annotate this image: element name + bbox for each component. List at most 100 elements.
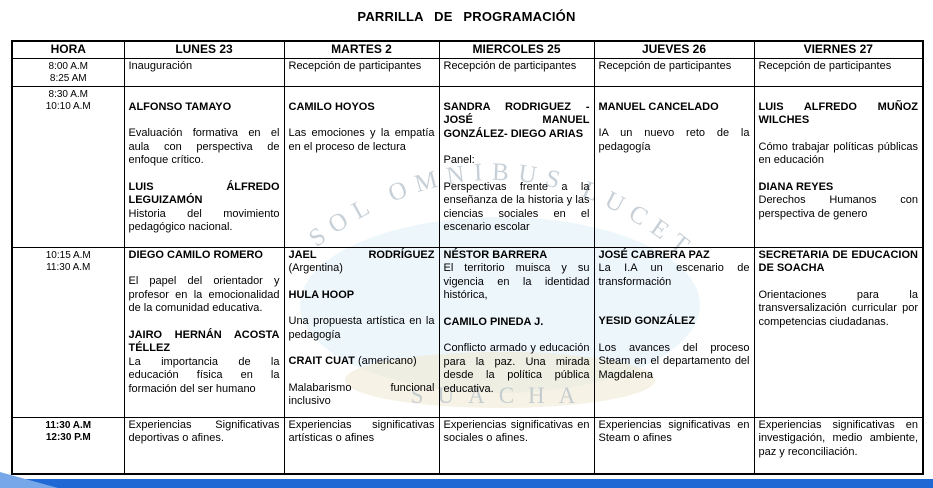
session-text: Recepción de participantes [288, 59, 422, 72]
table-row: 11:30 A.M 12:30 P.M Experiencias Significa… [11, 416, 924, 475]
session-text: Experiencias significativas en sociales … [443, 418, 590, 445]
speaker-name: DIANA REYES [758, 180, 834, 193]
schedule-paragraph: SECRETARIA DE EDUCACION DE SOACHA [759, 249, 919, 276]
schedule-paragraph: JOSÉ CABRERA PAZ [599, 249, 750, 263]
column-header-jueves-26: JUEVES 26 [593, 40, 755, 59]
schedule-paragraph: Derechos Humanos con perspectiva de gene… [759, 194, 919, 221]
schedule-paragraph: Experiencias significativas en investiga… [759, 419, 919, 460]
table-row: 8:00 A.M 8:25 AM Inauguración Recepción de … [11, 57, 924, 87]
schedule-cell: SECRETARIA DE EDUCACION DE SOACHA Orienta… [753, 246, 924, 418]
schedule-paragraph: JAEL RODRÍGUEZ (Argentina) [289, 249, 435, 276]
column-header-viernes-27: VIERNES 27 [753, 40, 924, 59]
session-text: Panel: [443, 154, 475, 166]
schedule-cell: Experiencias significativas en investiga… [753, 416, 924, 475]
session-text: Historia del movimiento pedagógico nacio… [128, 207, 280, 234]
schedule-paragraph: Orientaciones para la transversalización… [759, 289, 919, 330]
schedule-cell: JAEL RODRÍGUEZ (Argentina) HULA HOOP Una p… [283, 246, 440, 418]
session-text: Malabarismo funcional inclusivo [288, 381, 435, 408]
schedule-cell: Recepción de participantes [753, 57, 924, 87]
time-label: 8:30 A.M [48, 88, 88, 100]
schedule-paragraph: Recepción de participantes [289, 60, 435, 74]
session-text: Inauguración [128, 59, 193, 72]
schedule-paragraph: Recepción de participantes [759, 60, 919, 74]
page-title: PARRILLA DE PROGRAMACIÓN [357, 9, 576, 24]
schedule-paragraph: Experiencias Significativas deportivas o… [129, 419, 280, 446]
speaker-name: DIEGO CAMILO ROMERO [128, 248, 263, 261]
schedule-paragraph: Historia del movimiento pedagógico nacio… [129, 208, 280, 235]
speaker-name: JAEL RODRÍGUEZ [288, 248, 435, 261]
schedule-paragraph: IA un nuevo reto de la pedagogía [599, 127, 750, 154]
time-cell: 8:00 A.M 8:25 AM [11, 57, 125, 87]
session-text: Experiencias significativas en investiga… [758, 418, 919, 458]
footer-blue-band [0, 479, 933, 488]
schedule-paragraph: Perspectivas frente a la enseñanza de la… [444, 181, 590, 235]
schedule-paragraph: JAIRO HERNÁN ACOSTA TÉLLEZ [129, 329, 280, 356]
schedule-cell: ALFONSO TAMAYO Evaluación formativa en el… [123, 85, 285, 248]
column-header-miercoles-25: MIERCOLES 25 [438, 40, 595, 59]
speaker-name: ALFONSO TAMAYO [128, 100, 232, 113]
time-cell: 11:30 A.M 12:30 P.M [11, 416, 125, 475]
schedule-paragraph: Experiencias significativas artísticas o… [289, 419, 435, 446]
schedule-paragraph: ALFONSO TAMAYO [129, 101, 280, 115]
speaker-name: CAMILO HOYOS [288, 100, 375, 113]
schedule-cell: CAMILO HOYOS Las emociones y la empatía e… [283, 85, 440, 248]
session-text: Conflicto armado y educación para la paz… [443, 342, 590, 395]
session-text: Los avances del proceso Steam en el depa… [598, 341, 750, 381]
column-header-lunes-23: LUNES 23 [123, 40, 285, 59]
session-text: La importancia de la educación física en… [128, 355, 280, 395]
schedule-paragraph: El territorio muisca y su vigencia en la… [444, 262, 590, 303]
session-text: El papel del orientador y profesor en la… [128, 275, 280, 314]
speaker-name: NÉSTOR BARRERA [443, 248, 548, 261]
schedule-paragraph: DIANA REYES [759, 181, 919, 195]
time-label: 11:30 A.M [45, 419, 92, 431]
schedule-paragraph: CAMILO PINEDA J. [444, 316, 590, 330]
schedule-cell: DIEGO CAMILO ROMERO El papel del orientad… [123, 246, 285, 418]
schedule-paragraph: Cómo trabajar políticas públicas en educ… [759, 141, 919, 168]
session-text: Las emociones y la empatía en el proceso… [288, 127, 435, 153]
schedule-cell: Recepción de participantes [438, 57, 595, 87]
speaker-name: CAMILO PINEDA J. [443, 315, 544, 328]
schedule-paragraph: Inauguración [129, 60, 280, 74]
speaker-name: YESID GONZÁLEZ [598, 315, 696, 327]
session-text: Recepción de participantes [443, 59, 577, 72]
schedule-cell: Experiencias significativas en sociales … [438, 416, 595, 475]
time-cell: 10:15 A.M 11:30 A.M [11, 246, 125, 418]
schedule-paragraph: CAMILO HOYOS [289, 101, 435, 115]
speaker-name: JAIRO HERNÁN ACOSTA TÉLLEZ [128, 328, 280, 355]
schedule-cell: Experiencias significativas artísticas o… [283, 416, 440, 475]
session-text: Recepción de participantes [758, 59, 892, 72]
time-label: 8:25 AM [49, 72, 87, 84]
session-text: IA un nuevo reto de la pedagogía [598, 127, 750, 153]
speaker-name: SANDRA RODRIGUEZ - JOSÉ MANUEL GONZÁLEZ-… [443, 100, 590, 140]
schedule-paragraph: Conflicto armado y educación para la paz… [444, 342, 590, 396]
session-text: Derechos Humanos con perspectiva de gene… [758, 194, 919, 220]
schedule-paragraph: La importancia de la educación física en… [129, 356, 280, 397]
schedule-paragraph: Experiencias significativas en sociales … [444, 419, 590, 446]
schedule-cell: Experiencias Significativas deportivas o… [123, 416, 285, 475]
table-row: 10:15 A.M 11:30 A.M DIEGO CAMILO ROMERO El … [11, 246, 924, 418]
schedule-cell: SANDRA RODRIGUEZ - JOSÉ MANUEL GONZÁLEZ-… [438, 85, 595, 248]
schedule-paragraph: HULA HOOP [289, 289, 435, 303]
schedule-cell: MANUEL CANCELADO IA un nuevo reto de la p… [593, 85, 755, 248]
session-text: (americano) [354, 355, 417, 367]
session-text: El territorio muisca y su vigencia en la… [443, 262, 590, 301]
schedule-paragraph: La I.A un escenario de transformación [599, 262, 750, 289]
session-text: Experiencias significativas en Steam o a… [598, 418, 750, 445]
session-text: La I.A un escenario de transformación [598, 262, 750, 288]
speaker-name: SECRETARIA DE EDUCACION DE SOACHA [758, 248, 919, 275]
session-text: Evaluación formativa en el aula con pers… [128, 127, 280, 166]
schedule-cell: Experiencias significativas en Steam o a… [593, 416, 755, 475]
schedule-paragraph: Una propuesta artística en la pedagogía [289, 315, 435, 342]
time-cell: 8:30 A.M 10:10 A.M [11, 85, 125, 248]
time-label: 12:30 P.M [45, 431, 91, 443]
schedule-paragraph: LUIS ÁLFREDO LEGUIZAMÓN [129, 181, 280, 208]
schedule-paragraph: YESID GONZÁLEZ [599, 315, 750, 329]
session-text: Recepción de participantes [598, 59, 732, 72]
session-text: Una propuesta artística en la pedagogía [288, 315, 435, 341]
session-text: (Argentina) [288, 262, 343, 274]
header-row: HORA LUNES 23 MARTES 2 MIERCOLES 25 JUEVES 2… [11, 40, 924, 59]
speaker-name: CRAIT CUAT [288, 355, 355, 367]
speaker-name: LUIS ALFREDO MUÑOZ WILCHES [758, 100, 919, 127]
schedule-paragraph: El papel del orientador y profesor en la… [129, 275, 280, 316]
speaker-name: JOSÉ CABRERA PAZ [598, 248, 710, 261]
